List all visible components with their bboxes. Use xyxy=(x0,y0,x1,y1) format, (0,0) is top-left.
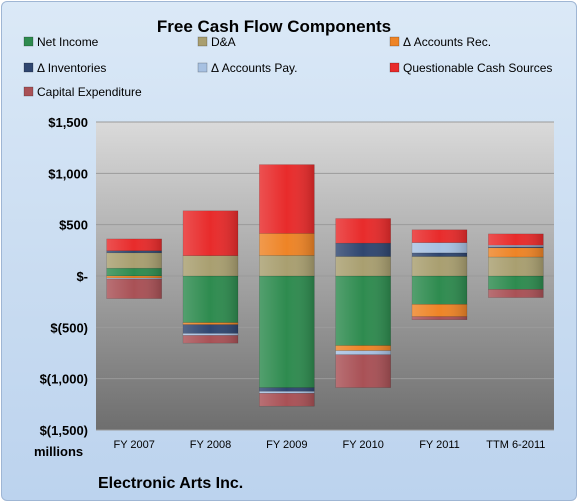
bar-segment-shade xyxy=(412,276,467,305)
y-tick-label: $(1,500) xyxy=(40,423,88,438)
bar-segment-shade xyxy=(488,245,544,247)
legend-swatch xyxy=(23,36,34,47)
company-name: Electronic Arts Inc. xyxy=(98,475,243,492)
y-tick-label: $- xyxy=(76,269,88,284)
bar-segment-shade xyxy=(183,255,238,276)
bar-segment-shade xyxy=(259,391,315,394)
bar-segment-shade xyxy=(183,210,238,256)
y-tick-label: $1,500 xyxy=(48,115,88,130)
gridlines xyxy=(96,121,554,431)
bar-segment-shade xyxy=(106,279,162,299)
legend-swatch xyxy=(23,62,34,73)
y-tick-label: $(500) xyxy=(50,320,88,335)
x-category-label: FY 2009 xyxy=(266,439,307,451)
bar-segment-shade xyxy=(106,276,162,279)
bar-segment-shade xyxy=(259,255,315,276)
bar-segment-shade xyxy=(488,233,544,246)
legend-label: Δ Accounts Rec. xyxy=(403,35,491,49)
legend-label: Questionable Cash Sources xyxy=(403,61,552,75)
legend-swatch xyxy=(197,62,208,73)
legend-label: Net Income xyxy=(37,35,99,49)
x-category-label: FY 2008 xyxy=(190,439,231,451)
legend-label: Δ Inventories xyxy=(37,61,106,75)
bar-segment-shade xyxy=(183,276,238,323)
bar-segment-shade xyxy=(106,250,162,253)
bar-segment-shade xyxy=(259,276,315,388)
legend-label: Δ Accounts Pay. xyxy=(211,61,298,75)
bar-segment-shade xyxy=(412,256,467,276)
y-axis: $1,500 $1,000 $500 $- $(500) $(1,000) $(1,500) xyxy=(40,115,88,438)
bar-segment-shade xyxy=(335,218,391,244)
bar-segment-shade xyxy=(259,393,315,407)
bar-segment-shade xyxy=(335,243,391,257)
bar-segment-shade xyxy=(259,233,315,256)
legend-label: D&A xyxy=(211,35,236,49)
bar-segment-shade xyxy=(335,354,391,388)
legend-label: Capital Expenditure xyxy=(37,85,142,99)
y-tick-label: $500 xyxy=(59,218,88,233)
legend-swatch xyxy=(389,62,400,73)
legend-swatch xyxy=(389,36,400,47)
bar-segment-shade xyxy=(488,246,544,248)
bar-segment-shade xyxy=(488,247,544,258)
y-tick-label: $(1,000) xyxy=(40,372,88,387)
bar-segment-shade xyxy=(106,268,162,276)
bar-segment-shade xyxy=(412,304,467,317)
bar-segment-shade xyxy=(488,257,544,276)
x-category-label: FY 2011 xyxy=(419,439,460,451)
x-axis: FY 2007 FY 2008 FY 2009 FY 2010 FY 2011 TTM 6… xyxy=(113,439,545,451)
legend: Net Income D&A Δ Accounts Rec. Δ Inventorie… xyxy=(23,35,552,99)
bar-segment-shade xyxy=(488,289,544,298)
bar-segment-shade xyxy=(183,324,238,334)
bar-segment-shade xyxy=(106,238,162,251)
bar-segment-shade xyxy=(335,345,391,351)
bar-segment-shade xyxy=(412,229,467,243)
x-category-label: TTM 6-2011 xyxy=(486,439,545,451)
bar-segment-shade xyxy=(335,350,391,355)
bar-segment-shade xyxy=(183,335,238,344)
x-category-label: FY 2007 xyxy=(113,439,154,451)
bar-segment-shade xyxy=(183,333,238,336)
bar-segment-shade xyxy=(259,387,315,392)
bar-segment-shade xyxy=(335,256,391,276)
bar-segment-shade xyxy=(106,252,162,269)
bar-segment-shade xyxy=(412,242,467,253)
bar-segment-shade xyxy=(259,164,315,234)
y-tick-label: $1,000 xyxy=(48,166,88,181)
bar-segment-shade xyxy=(412,316,467,320)
bar-segment-shade xyxy=(183,322,238,325)
bar-segment-shade xyxy=(488,276,544,290)
chart-title: Free Cash Flow Components xyxy=(157,17,391,36)
bar-segment-shade xyxy=(106,278,162,280)
bars xyxy=(106,164,544,407)
legend-swatch xyxy=(197,36,208,47)
x-category-label: FY 2010 xyxy=(342,439,383,451)
bar-segment-shade xyxy=(335,276,391,346)
bar-segment-shade xyxy=(412,252,467,257)
legend-swatch xyxy=(23,86,34,97)
y-axis-units: millions xyxy=(34,444,83,459)
